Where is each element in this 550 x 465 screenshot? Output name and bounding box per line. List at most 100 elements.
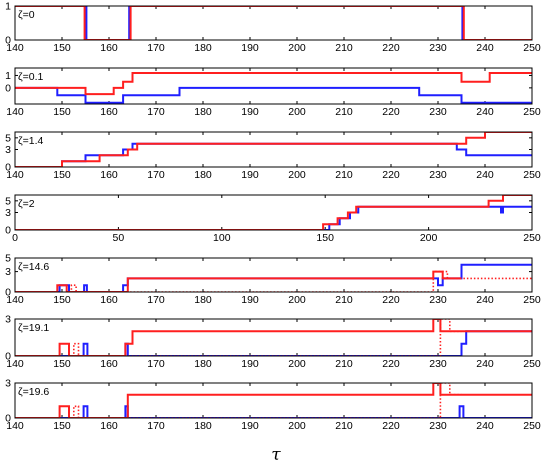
x-tick-label: 250 [523,106,541,118]
x-tick-label: 160 [100,294,118,306]
blue-series-solid [15,86,532,104]
panel-frame [14,257,533,293]
x-tick-label: 150 [53,42,71,54]
x-tick-label: 250 [523,294,541,306]
panel-label: ζ=19.6 [18,386,49,398]
y-tick-label: 5 [5,132,11,144]
y-tick-label: 3 [5,266,11,278]
panel-7: 140 150 160 170 180 190 200 210 220 230 240 250 0 3 ζ=… [5,378,541,433]
x-tick-label: 210 [335,169,353,181]
x-tick-label: 180 [194,420,212,432]
y-tick-label: 0 [5,413,11,425]
y-tick-label: 5 [5,195,11,207]
chart-panels: 140 150 160 170 180 190 200 210 220 230 240 25001ζ=… [5,1,541,433]
x-tick-label: 190 [241,106,259,118]
panel-series [15,132,532,167]
x-tick-label: 190 [241,169,259,181]
red-series-solid [15,270,462,292]
blue-series-solid [15,330,532,356]
x-tick-label: 240 [476,358,494,370]
y-tick-label: 0 [5,225,11,237]
x-tick-label: 240 [476,169,494,181]
x-tick-label: 220 [382,358,400,370]
red-series-solid [15,195,532,230]
panel-2: 140 150 160 170 180 190 200 210 220 230 240 250 01 ζ=… [5,67,541,118]
panel-label: ζ=14.6 [18,261,49,273]
x-tick-label: 200 [288,358,306,370]
blue-series-solid [15,6,532,40]
x-tick-label: 150 [53,169,71,181]
panel-label: ζ=2 [18,198,35,210]
y-tick-label: 3 [5,314,11,326]
x-tick-label: 190 [241,42,259,54]
panel-frame [14,382,533,419]
x-tick-label: 150 [53,358,71,370]
x-tick-label: 230 [429,169,447,181]
panel-frame [14,5,533,41]
x-tick-label: 230 [429,420,447,432]
x-tick-label: 180 [194,169,212,181]
x-tick-label: 160 [100,420,118,432]
panel-label: ζ=19.1 [18,322,49,334]
red-series-dotted [69,319,462,356]
y-tick-label: 3 [5,144,11,156]
x-tick-label: 140 [6,420,24,432]
x-tick-label: 180 [194,106,212,118]
x-tick-label: 150 [53,420,71,432]
x-axis-label: τ [271,445,281,465]
x-tick-label: 250 [523,232,541,244]
x-tick-label: 160 [100,169,118,181]
x-tick-label: 190 [241,420,259,432]
x-tick-label: 230 [429,106,447,118]
panel-series [15,72,532,104]
x-tick-label: 160 [100,42,118,54]
panel-4: 0 50 100 150 200 250 0 35 ζ=2 [5,194,541,244]
x-tick-label: 220 [382,42,400,54]
x-tick-label: 250 [523,358,541,370]
panel-1: 140 150 160 170 180 190 200 210 220 230 240 250 0 1 ζ=… [5,1,541,55]
red-series-solid [15,72,532,96]
x-tick-label: 140 [6,42,24,54]
x-tick-label: 220 [382,106,400,118]
x-tick-label: 220 [382,420,400,432]
y-tick-label: 3 [5,207,11,219]
x-tick-label: 170 [147,358,165,370]
x-tick-label: 180 [194,42,212,54]
y-tick-label: 0 [5,35,11,47]
panel-frame [14,131,533,168]
red-series-solid [15,383,532,418]
x-tick-label: 150 [53,106,71,118]
x-tick-label: 210 [335,294,353,306]
y-tick-label: 3 [5,378,11,390]
red-series-solid [15,132,532,167]
panel-frame [14,318,533,357]
y-tick-label: 0 [5,82,11,94]
x-tick-label: 250 [523,169,541,181]
y-tick-label: 5 [5,253,11,265]
panel-series [15,383,532,418]
red-series-solid [15,319,532,356]
blue-series-solid [15,205,532,230]
panel-frame [14,67,533,105]
x-tick-label: 150 [316,232,334,244]
x-tick-label: 170 [147,294,165,306]
x-tick-label: 170 [147,420,165,432]
x-tick-label: 200 [288,420,306,432]
x-tick-label: 230 [429,358,447,370]
panel-series [15,195,532,230]
x-tick-label: 160 [100,358,118,370]
x-tick-label: 180 [194,294,212,306]
x-tick-label: 190 [241,294,259,306]
panel-series [15,263,532,292]
x-tick-label: 140 [6,294,24,306]
x-tick-label: 200 [288,106,306,118]
y-tick-label: 0 [5,162,11,174]
red-series-dotted [69,383,462,418]
x-tick-label: 140 [6,358,24,370]
x-tick-label: 100 [213,232,231,244]
x-tick-label: 210 [335,420,353,432]
blue-series-solid [15,405,532,418]
x-tick-label: 240 [476,420,494,432]
x-tick-label: 200 [288,294,306,306]
panel-5: 140 150 160 170 180 190 200 210 220 230 240 250 0 35ζ… [5,253,541,307]
